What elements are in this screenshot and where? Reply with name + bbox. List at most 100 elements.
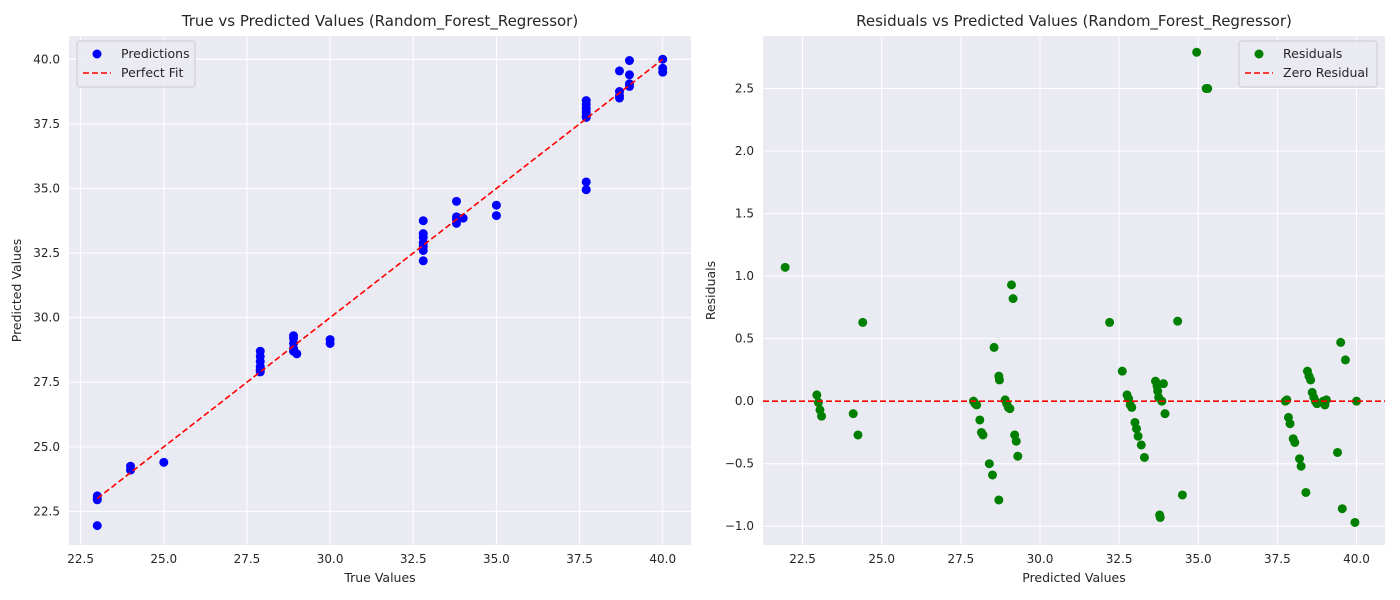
legend-label-residuals: Residuals (1283, 46, 1342, 61)
residual-point (1352, 396, 1362, 406)
residual-point (1011, 436, 1021, 446)
y-tick-label: 0.5 (735, 332, 754, 346)
x-axis-label: Predicted Values (1022, 570, 1126, 585)
x-tick-label: 32.5 (400, 552, 427, 566)
residual-point (848, 409, 858, 419)
prediction-point (581, 177, 591, 187)
residual-point (1158, 379, 1168, 389)
x-axis-label: True Values (343, 570, 415, 585)
residual-point (1005, 404, 1015, 414)
residual-point (1173, 316, 1183, 326)
y-tick-label: 22.5 (33, 504, 60, 518)
residual-point (817, 411, 827, 421)
x-tick-label: 40.0 (1343, 552, 1370, 566)
grid (69, 36, 691, 545)
residual-point (975, 415, 985, 425)
y-tick-label: 35.0 (33, 181, 60, 195)
residual-point (1013, 451, 1023, 461)
residual-point (994, 375, 1004, 385)
residual-point (1133, 431, 1143, 441)
residual-point (1192, 47, 1202, 57)
residual-point (1282, 395, 1292, 405)
residual-point (978, 430, 988, 440)
y-tick-label: 1.0 (735, 269, 754, 283)
y-tick-label: 0.0 (735, 394, 754, 408)
legend: Residuals Zero Residual (1238, 40, 1378, 88)
x-tick-label: 37.5 (566, 552, 593, 566)
residual-point (1285, 419, 1295, 429)
residual-point (1177, 490, 1187, 500)
y-tick-label: 40.0 (33, 52, 60, 66)
x-tick-label: 22.5 (67, 552, 94, 566)
tick-labels: 22.5 25.0 27.5 30.0 32.5 35.0 37.5 40.0 −1.0 −0.5… (725, 82, 1370, 566)
residual-point (1105, 317, 1115, 327)
y-tick-label: −0.5 (725, 457, 754, 471)
x-tick-label: 25.0 (150, 552, 177, 566)
prediction-point (581, 185, 591, 195)
residual-point (858, 317, 868, 327)
residual-point (1203, 84, 1213, 94)
x-tick-label: 30.0 (317, 552, 344, 566)
y-tick-label: 37.5 (33, 117, 60, 131)
x-tick-label: 27.5 (234, 552, 261, 566)
true-vs-predicted-chart: 22.5 25.0 27.5 30.0 32.5 35.0 37.5 40.0 22.5 25.0… (9, 12, 691, 585)
residual-point (987, 470, 997, 480)
residual-point (1290, 437, 1300, 447)
residual-point (1132, 424, 1142, 434)
prediction-point (658, 67, 668, 77)
y-tick-label: 30.0 (33, 311, 60, 325)
chart-title: Residuals vs Predicted Values (Random_Fo… (856, 12, 1292, 31)
prediction-point (126, 465, 136, 475)
residual-point (1337, 504, 1347, 514)
prediction-point (624, 70, 634, 80)
residual-point (994, 495, 1004, 505)
residual-point (1295, 454, 1305, 464)
y-tick-label: −1.0 (725, 519, 754, 533)
data-marks (763, 47, 1385, 527)
residual-point (813, 397, 823, 407)
residual-point (1333, 447, 1343, 457)
residual-point (1139, 452, 1149, 462)
legend-box (76, 40, 196, 88)
prediction-point (418, 216, 428, 226)
y-tick-label: 25.0 (33, 440, 60, 454)
residual-point (1296, 461, 1306, 471)
prediction-point (292, 349, 302, 359)
x-tick-label: 25.0 (868, 552, 895, 566)
residual-point (1336, 337, 1346, 347)
residual-point (1301, 487, 1311, 497)
residual-point (812, 390, 822, 400)
x-tick-label: 27.5 (947, 552, 974, 566)
data-marks (92, 54, 668, 531)
x-tick-label: 37.5 (1264, 552, 1291, 566)
prediction-point (452, 196, 462, 206)
x-tick-label: 22.5 (789, 552, 816, 566)
y-tick-label: 1.5 (735, 207, 754, 221)
y-axis-label: Residuals (703, 261, 718, 320)
residual-point (1127, 402, 1137, 412)
residual-point (972, 400, 982, 410)
residual-point (989, 342, 999, 352)
legend-marker-residuals (1254, 49, 1264, 59)
prediction-point (614, 66, 624, 76)
chart-title: True vs Predicted Values (Random_Forest_… (181, 12, 578, 31)
residuals-vs-predicted-chart: 22.5 25.0 27.5 30.0 32.5 35.0 37.5 40.0 −1.0 −0.5… (703, 12, 1385, 585)
residual-point (1155, 512, 1165, 522)
residual-point (780, 262, 790, 272)
legend-box (1238, 40, 1378, 88)
tick-labels: 22.5 25.0 27.5 30.0 32.5 35.0 37.5 40.0 22.5 25.0… (33, 52, 676, 566)
residual-point (1306, 375, 1316, 385)
plot-area (763, 36, 1385, 545)
prediction-point (418, 256, 428, 266)
legend: Predictions Perfect Fit (76, 40, 196, 88)
prediction-point (491, 211, 501, 221)
residual-point (1117, 366, 1127, 376)
x-tick-label: 35.0 (483, 552, 510, 566)
y-tick-label: 32.5 (33, 246, 60, 260)
residual-point (1350, 517, 1360, 527)
legend-label-zero-residual: Zero Residual (1283, 65, 1369, 80)
plot-area (69, 36, 691, 545)
legend-marker-predictions (92, 49, 102, 59)
residual-point (1008, 294, 1018, 304)
